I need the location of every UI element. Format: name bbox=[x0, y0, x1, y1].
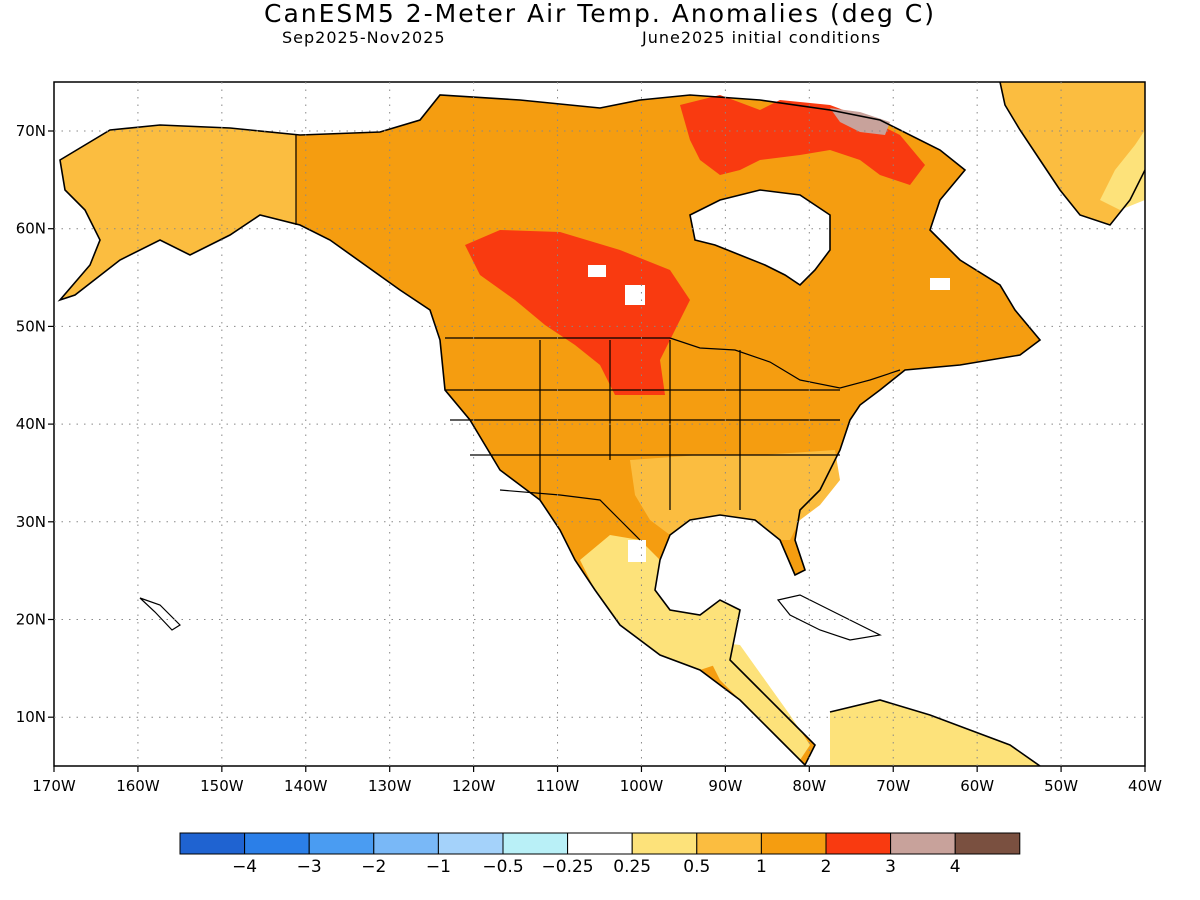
lon-tick-label: 60W bbox=[960, 777, 994, 795]
initial-conditions-label: June2025 initial conditions bbox=[642, 28, 882, 47]
prairies-anomaly-region bbox=[465, 230, 690, 395]
colorbar-swatch bbox=[244, 832, 310, 855]
central-america-anomaly-region bbox=[700, 640, 810, 760]
colorbar-label: 3 bbox=[885, 857, 896, 877]
lat-tick-label: 30N bbox=[16, 513, 46, 531]
lon-tick-label: 70W bbox=[876, 777, 910, 795]
lat-tick-label: 40N bbox=[16, 415, 46, 433]
arctic-islands-anomaly-region bbox=[680, 95, 925, 185]
lon-tick-label: 40W bbox=[1128, 777, 1162, 795]
southeast-us-anomaly-region bbox=[630, 450, 840, 540]
colorbar-label: −3 bbox=[297, 857, 322, 877]
colorbar-label: 0.5 bbox=[683, 857, 710, 877]
colorbar-swatch bbox=[502, 832, 569, 855]
lon-tick-label: 160W bbox=[116, 777, 160, 795]
political-borders bbox=[295, 135, 901, 541]
lat-tick-label: 50N bbox=[16, 317, 46, 335]
colorbar-swatch bbox=[567, 832, 633, 855]
hudson-bay bbox=[690, 190, 830, 285]
lon-tick-label: 110W bbox=[536, 777, 580, 795]
map-fill-layer bbox=[60, 82, 1145, 766]
colorbar-label: 2 bbox=[821, 857, 832, 877]
south-america-anomaly-region bbox=[830, 700, 1040, 766]
season-label: Sep2025-Nov2025 bbox=[282, 28, 446, 47]
colorbar-label: −1 bbox=[426, 857, 451, 877]
colorbar-label: −2 bbox=[361, 857, 386, 877]
lon-tick-label: 120W bbox=[452, 777, 496, 795]
colorbar-swatch bbox=[373, 832, 439, 855]
mexico-anomaly-region bbox=[580, 535, 740, 670]
colorbar-swatch bbox=[890, 832, 956, 855]
greenland-east-pale bbox=[1100, 130, 1145, 210]
lat-tick-label: 60N bbox=[16, 220, 46, 238]
map-title: CanESM5 2-Meter Air Temp. Anomalies (deg… bbox=[264, 0, 936, 28]
colorbar-swatch bbox=[696, 832, 762, 855]
lon-tick-label: 90W bbox=[708, 777, 742, 795]
colorbar-swatch bbox=[179, 832, 246, 855]
colorbar-label: 1 bbox=[756, 857, 767, 877]
lon-tick-label: 80W bbox=[792, 777, 826, 795]
coverage-gap bbox=[588, 265, 606, 277]
alaska-anomaly-region bbox=[60, 125, 296, 300]
lon-tick-label: 50W bbox=[1044, 777, 1078, 795]
coverage-gap bbox=[628, 540, 646, 562]
colorbar-label: 0.25 bbox=[613, 857, 651, 877]
gridlines bbox=[54, 82, 1145, 766]
colorbar-label: −0.5 bbox=[482, 857, 523, 877]
colorbar-labels: −4 −3 −2 −1 −0.5 −0.25 0.25 0.5 1 2 3 4 bbox=[232, 857, 961, 877]
latitude-labels: 70N 60N 50N 40N 30N 20N 10N bbox=[16, 122, 54, 726]
lon-tick-label: 130W bbox=[368, 777, 412, 795]
lon-tick-label: 170W bbox=[32, 777, 76, 795]
colorbar-swatch bbox=[631, 832, 698, 855]
colorbar-label: −0.25 bbox=[542, 857, 594, 877]
colorbar-label: 4 bbox=[950, 857, 961, 877]
coverage-gap bbox=[625, 285, 645, 305]
longitude-labels: 170W 160W 150W 140W 130W 120W 110W 100W 90W 80W 70… bbox=[32, 766, 1162, 795]
lon-tick-label: 150W bbox=[200, 777, 244, 795]
lat-tick-label: 10N bbox=[16, 708, 46, 726]
lat-tick-label: 20N bbox=[16, 611, 46, 629]
coastlines bbox=[57, 82, 1145, 766]
lat-tick-label: 70N bbox=[16, 122, 46, 140]
colorbar bbox=[179, 832, 1021, 855]
colorbar-swatch bbox=[954, 832, 1021, 855]
coverage-gap bbox=[930, 278, 950, 290]
colorbar-label: −4 bbox=[232, 857, 257, 877]
lon-tick-label: 140W bbox=[284, 777, 328, 795]
ellesmere-anomaly-region bbox=[830, 108, 890, 135]
colorbar-swatch bbox=[437, 832, 504, 855]
colorbar-swatch bbox=[760, 832, 827, 855]
colorbar-swatch bbox=[308, 832, 375, 855]
lon-tick-label: 100W bbox=[620, 777, 664, 795]
colorbar-swatch bbox=[825, 832, 892, 855]
